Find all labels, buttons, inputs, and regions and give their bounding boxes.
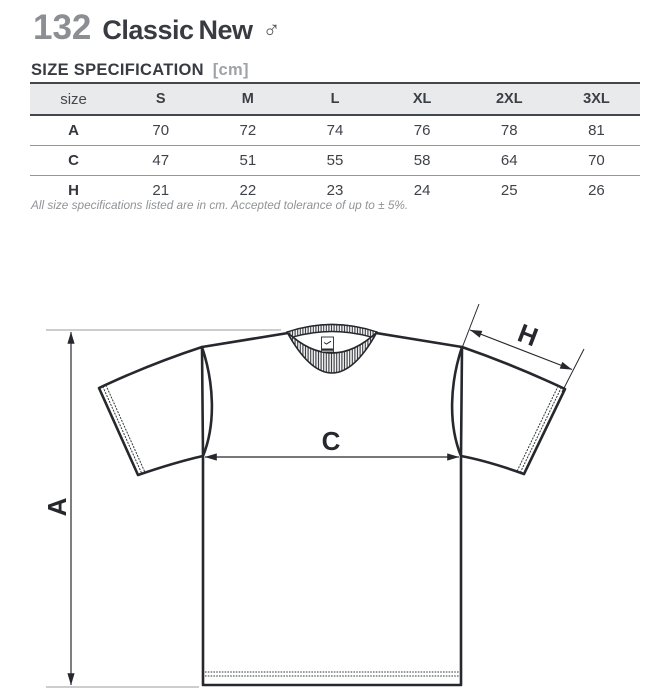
male-gender-icon: ♂	[262, 17, 281, 44]
ribbed-collar	[286, 323, 378, 374]
tshirt-body	[200, 323, 464, 687]
right-sleeve	[459, 345, 567, 476]
dim-h-extension-top	[461, 303, 480, 349]
row-label-a: A	[68, 122, 79, 139]
table-row-c: C 47 51 55 58 64 70	[30, 145, 640, 176]
dim-h-extension-bottom	[561, 348, 585, 393]
cell-c-s: 47	[117, 145, 205, 176]
row-label-h: H	[30, 175, 118, 205]
table-row-a: A 70 72 74 76 78 81	[30, 115, 640, 146]
section-title: SIZE SPECIFICATION [cm]	[31, 61, 249, 80]
cell-a-l: 74	[326, 122, 344, 139]
tshirt-sleeves	[97, 345, 567, 477]
col-header-xl: XL	[378, 83, 466, 116]
cell-c-xl: 58	[378, 145, 466, 176]
cell-a-2xl: 78	[500, 122, 518, 139]
dim-h-arrow	[469, 329, 573, 371]
cell-a-m: 72	[239, 122, 257, 139]
cell-h-l: 23	[291, 175, 379, 205]
left-sleeve	[97, 345, 205, 477]
cell-h-3xl: 26	[552, 175, 640, 205]
cell-a-s: 70	[152, 122, 170, 139]
col-header-2xl: 2XL	[465, 83, 553, 116]
product-title: 132 Classic New ♂	[33, 8, 281, 48]
col-header-s: S	[117, 83, 205, 116]
tolerance-footnote: All size specifications listed are in cm…	[31, 198, 409, 212]
section-title-text: SIZE SPECIFICATION	[31, 61, 204, 79]
col-header-l: L	[291, 83, 379, 116]
dimension-a: A	[42, 329, 281, 688]
row-label-c: C	[30, 145, 118, 176]
hem-stitching	[205, 671, 459, 677]
cell-h-2xl: 25	[465, 175, 553, 205]
table-row-h: H 21 22 23 24 25 26	[30, 175, 640, 205]
section-unit: [cm]	[212, 61, 249, 79]
neck-label-tag	[321, 336, 334, 353]
table-header-row: size S M L XL 2XL 3XL	[30, 83, 640, 116]
col-header-3xl: 3XL	[552, 83, 640, 116]
dim-h-label: H	[514, 318, 542, 353]
dimension-c: C	[204, 426, 460, 461]
size-specification-table: size S M L XL 2XL 3XL A 70 72 74 76 78 8…	[30, 82, 640, 205]
collar-back-band	[286, 323, 378, 338]
product-name-part2: New	[198, 15, 253, 45]
cell-c-m: 51	[204, 145, 292, 176]
table-header: size S M L XL 2XL 3XL	[30, 83, 640, 116]
cell-a-xl: 76	[413, 122, 431, 139]
cell-a-3xl: 81	[588, 122, 605, 139]
col-header-m: M	[204, 83, 292, 116]
cell-c-3xl: 70	[552, 145, 640, 176]
product-name-part1: Classic	[102, 15, 194, 45]
dim-a-label: A	[42, 497, 72, 516]
cell-c-2xl: 64	[465, 145, 553, 176]
col-header-size: size	[30, 83, 118, 116]
cell-h-m: 22	[204, 175, 292, 205]
right-cuff-stitching	[516, 385, 562, 473]
cell-c-l: 55	[291, 145, 379, 176]
product-code: 132	[33, 8, 92, 47]
cell-h-xl: 24	[378, 175, 466, 205]
dim-c-label: C	[322, 426, 341, 456]
cell-h-s: 21	[117, 175, 205, 205]
